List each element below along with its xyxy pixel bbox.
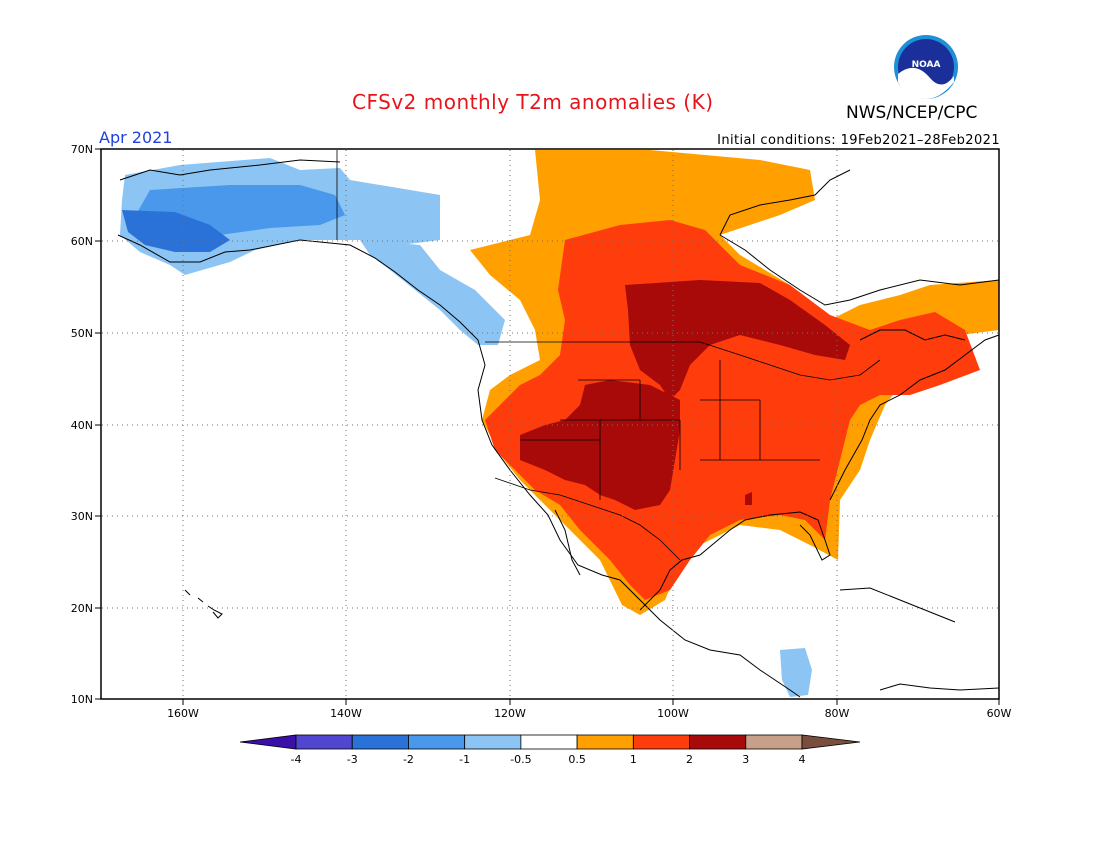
political-borders	[336, 150, 881, 561]
cold-region-central-america	[780, 648, 812, 697]
longitude-labels: 160W 140W 120W 100W 80W 60W	[167, 707, 1011, 720]
islands	[184, 589, 223, 619]
warm-region-extreme-north	[625, 280, 850, 400]
colorbar-label: 3	[742, 753, 749, 766]
map-frame	[100, 148, 1000, 700]
lat-tick-label: 60N	[71, 235, 93, 248]
valid-month-label: Apr 2021	[99, 128, 173, 147]
coastlines	[117, 159, 1000, 698]
colorbar-segment	[464, 734, 522, 750]
lat-tick-label: 70N	[71, 143, 93, 156]
colorbar-label: -1	[459, 753, 470, 766]
colorbar-segment	[351, 734, 409, 750]
colorbar-segment	[745, 734, 803, 750]
warm-region-strong	[485, 220, 980, 600]
colorbar-label: 1	[630, 753, 637, 766]
colorbar-arrow-low	[239, 734, 297, 750]
lat-tick-label: 40N	[71, 419, 93, 432]
warm-spot-southeast	[745, 492, 752, 505]
colorbar-segment	[576, 734, 634, 750]
lat-tick-label: 50N	[71, 327, 93, 340]
cold-region-bc	[360, 240, 505, 345]
lon-tick-label: 120W	[494, 707, 526, 720]
colorbar-segment	[520, 734, 578, 750]
colorbar-label: 2	[686, 753, 693, 766]
colorbar-segment	[408, 734, 466, 750]
lat-tick-label: 30N	[71, 510, 93, 523]
colorbar-segment	[689, 734, 747, 750]
map-title: CFSv2 monthly T2m anomalies (K)	[352, 90, 714, 114]
organization-label: NWS/NCEP/CPC	[846, 103, 978, 123]
colorbar-label: -2	[403, 753, 414, 766]
lon-tick-label: 80W	[825, 707, 850, 720]
logo-text: NOAA	[912, 60, 941, 70]
colorbar-segment	[295, 734, 353, 750]
colorbar: -4 -3 -2 -1 -0.5 0.5 1 2 3 4	[239, 734, 861, 766]
colorbar-label: -3	[347, 753, 358, 766]
colorbar-label: -0.5	[510, 753, 531, 766]
lon-tick-label: 100W	[657, 707, 689, 720]
lat-tick-label: 20N	[71, 602, 93, 615]
latitude-labels: 70N 60N 50N 40N 30N 20N 10N	[71, 143, 93, 706]
colorbar-arrow-high	[801, 734, 861, 750]
noaa-logo: NOAA	[894, 35, 958, 99]
initial-conditions-label: Initial conditions: 19Feb2021–28Feb2021	[717, 133, 1000, 148]
lon-tick-label: 160W	[167, 707, 199, 720]
lon-tick-label: 60W	[987, 707, 1012, 720]
colorbar-label: 0.5	[568, 753, 586, 766]
colorbar-label: -4	[291, 753, 302, 766]
colorbar-label: 4	[799, 753, 806, 766]
lat-tick-label: 10N	[71, 693, 93, 706]
colorbar-segment	[632, 734, 690, 750]
lon-tick-label: 140W	[330, 707, 362, 720]
